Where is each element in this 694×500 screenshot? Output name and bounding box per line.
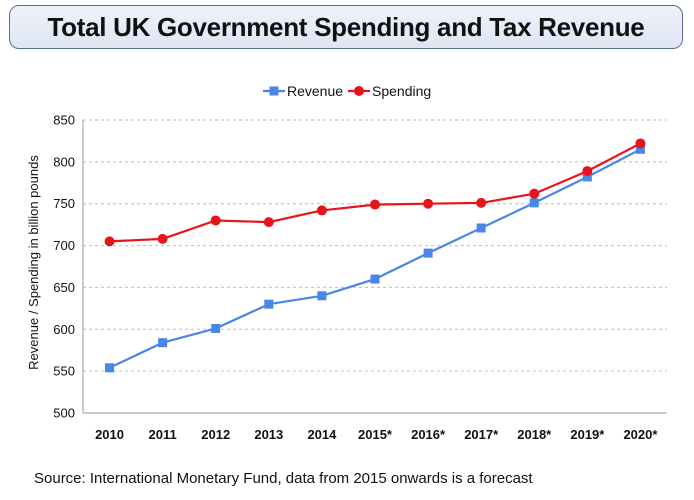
revenue-point	[264, 299, 274, 309]
revenue-point	[582, 172, 592, 182]
chart-title: Total UK Government Spending and Tax Rev…	[47, 11, 645, 42]
revenue-point	[158, 338, 168, 348]
revenue-point	[105, 363, 115, 373]
chart-title-box: Total UK Government Spending and Tax Rev…	[9, 5, 683, 49]
spending-point	[370, 199, 380, 210]
x-tick-label: 2012	[201, 427, 230, 442]
x-tick-label: 2018*	[517, 427, 552, 442]
y-tick-label: 600	[53, 322, 75, 337]
x-tick-label: 2017*	[464, 427, 499, 442]
spending-point	[423, 198, 434, 209]
x-tick-label: 2014	[307, 427, 337, 442]
spending-point	[316, 205, 327, 216]
x-tick-label: 2013	[254, 427, 283, 442]
spending-point	[157, 233, 168, 244]
y-tick-label: 650	[53, 280, 75, 295]
y-tick-label: 750	[53, 196, 75, 211]
legend-spending-label: Spending	[372, 83, 431, 99]
revenue-point	[635, 144, 645, 154]
spending-point	[210, 215, 221, 226]
spending-point	[635, 138, 646, 149]
legend-spending-marker	[354, 86, 364, 96]
spending-series-line	[109, 142, 642, 243]
source-note: Source: International Monetary Fund, dat…	[34, 470, 533, 487]
spending-point	[582, 166, 593, 177]
y-axis-label: Revenue / Spending in billion pounds	[26, 155, 41, 370]
legend-revenue-label: Revenue	[287, 83, 343, 99]
x-tick-label: 2015*	[358, 427, 393, 442]
x-tick-label: 2011	[149, 427, 177, 442]
legend-revenue-marker	[269, 86, 279, 96]
y-tick-label: 500	[53, 406, 75, 421]
spending-point	[104, 236, 115, 247]
revenue-point	[317, 291, 327, 301]
revenue-point	[211, 323, 221, 333]
x-tick-label: 2016*	[411, 427, 446, 442]
x-tick-label: 2010	[95, 427, 124, 442]
y-tick-label: 700	[53, 238, 75, 253]
spending-point	[476, 197, 487, 208]
revenue-point	[370, 274, 380, 284]
y-tick-label: 850	[53, 113, 75, 128]
revenue-point	[476, 223, 486, 233]
spending-point	[263, 217, 274, 228]
revenue-point	[529, 198, 539, 208]
spending-point	[529, 188, 540, 199]
x-tick-label: 2019*	[570, 427, 605, 442]
y-tick-label: 800	[53, 154, 75, 169]
revenue-point	[423, 248, 433, 258]
y-tick-label: 550	[53, 364, 75, 379]
x-tick-label: 2020*	[623, 427, 658, 442]
